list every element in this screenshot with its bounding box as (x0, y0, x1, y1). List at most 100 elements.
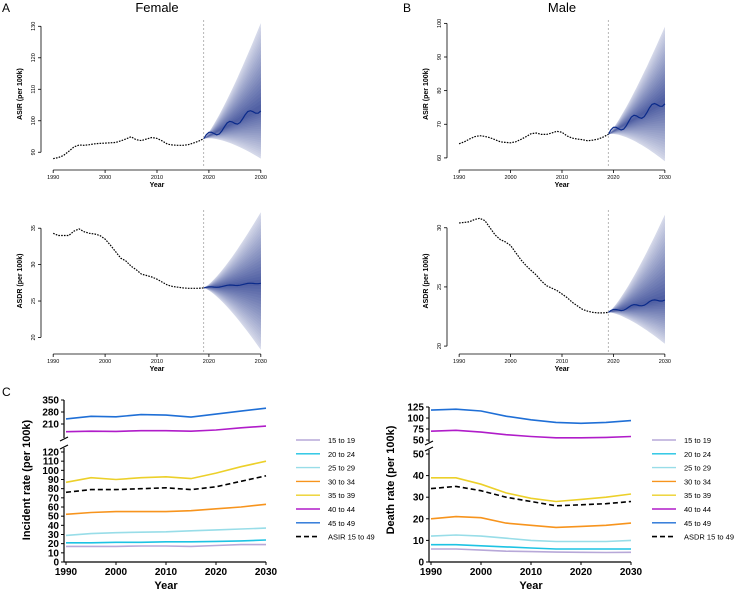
x-tick-label: 2010 (155, 567, 178, 578)
y-tick-label: 80 (48, 484, 60, 495)
y-tick-label: 50 (413, 450, 425, 461)
legend-label: 15 to 19 (328, 436, 355, 445)
y-tick-label: 100 (437, 19, 443, 28)
x-tick-label: 1990 (47, 175, 59, 181)
forecast-mean-line (607, 299, 666, 313)
observed-line (459, 217, 609, 314)
chart-male-age-death: 1990 2000 2010 2020 2030Year5075100125010203… (385, 403, 734, 593)
legend-label: 35 to 39 (684, 491, 711, 500)
legend-label: 25 to 29 (328, 464, 355, 473)
x-tick-label: 2000 (470, 567, 493, 578)
y-tick-label: 60 (437, 155, 443, 161)
y-tick-label: 10 (413, 536, 425, 547)
series-line-0 (66, 543, 266, 548)
y-tick-label: 110 (31, 85, 37, 94)
chart-female-asir: Female 1990 2000 2010 2020 2030 90 100 110 120 130… (17, 0, 267, 189)
panel-label-c: C (2, 385, 11, 399)
observed-line (52, 228, 204, 289)
chart-title: Female (135, 0, 178, 15)
y-tick-label: 120 (42, 448, 59, 459)
x-tick-label: 1990 (453, 175, 465, 181)
forecast-mean-line (607, 102, 666, 135)
chart-male-asdr: 1990 2000 2010 2020 2030 20 25 30 Year ASDR (per … (423, 210, 671, 373)
observed-line (53, 136, 204, 160)
y-tick-label: 110 (43, 457, 60, 468)
series-line-6 (65, 407, 267, 420)
legend-label: 35 to 39 (328, 491, 355, 500)
forecast-band (203, 279, 261, 288)
y-tick-label: 30 (31, 262, 37, 268)
legend-label: 45 to 49 (684, 519, 711, 528)
y-tick-label: 60 (48, 503, 60, 514)
forecast-mean-line (203, 282, 261, 289)
x-tick-label: 2030 (255, 567, 278, 578)
legend-label: 45 to 49 (328, 519, 355, 528)
x-tick-label: 2000 (99, 359, 111, 365)
x-tick-label: 2000 (504, 175, 516, 181)
y-tick-label: 30 (437, 225, 443, 231)
x-tick-label: 2030 (659, 359, 671, 365)
x-tick-label: 1990 (47, 359, 59, 365)
y-tick-label: 20 (437, 343, 443, 349)
series-line-0 (431, 548, 632, 554)
x-axis-label: Year (150, 182, 165, 189)
legend-label: 20 to 24 (684, 450, 711, 459)
legend-label: 40 to 44 (684, 505, 711, 514)
y-tick-label: 50 (413, 436, 425, 447)
x-tick-label: 2010 (151, 175, 163, 181)
y-tick-label: 50 (48, 512, 60, 523)
x-tick-label: 2030 (620, 567, 643, 578)
x-tick-label: 2020 (205, 567, 228, 578)
x-tick-label: 2010 (151, 359, 163, 365)
series-line-6 (430, 408, 632, 425)
x-tick-label: 2020 (607, 359, 619, 365)
y-tick-label: 30 (413, 493, 425, 504)
x-tick-label: 2000 (99, 175, 111, 181)
chart-female-age-incidence: 1990 2000 2010 2020 2030Year2102803500102030… (21, 396, 375, 593)
y-tick-label: 25 (31, 298, 37, 304)
y-axis-label: ASIR (per 100k) (423, 68, 430, 120)
panel-label-a: A (2, 1, 10, 15)
y-tick-label: 25 (437, 284, 443, 290)
axis-break-mark (59, 436, 69, 442)
series-line-7 (65, 475, 267, 494)
y-tick-label: 280 (42, 408, 59, 419)
chart-title: Male (548, 0, 576, 15)
x-tick-label: 2030 (255, 359, 267, 365)
y-tick-label: 70 (437, 121, 443, 127)
y-tick-label: 100 (31, 116, 37, 125)
y-tick-label: 0 (53, 558, 59, 569)
x-axis-label: Year (154, 580, 178, 592)
x-tick-label: 2000 (105, 567, 128, 578)
y-tick-label: 35 (31, 225, 37, 231)
y-axis-label: Death rate (per 100k) (385, 425, 397, 534)
x-axis-label: Year (150, 366, 165, 373)
y-axis-label: ASIR (per 100k) (17, 68, 24, 120)
observed-line (458, 130, 609, 145)
series-line-3 (65, 503, 267, 516)
x-axis-label: Year (555, 182, 570, 189)
y-tick-label: 30 (48, 530, 60, 541)
x-tick-label: 2020 (203, 175, 215, 181)
legend-label: 30 to 34 (328, 477, 355, 486)
y-tick-label: 90 (437, 54, 443, 60)
x-tick-label: 2010 (556, 175, 568, 181)
y-tick-label: 120 (31, 53, 37, 62)
axis-break-mark (59, 444, 69, 450)
legend-label: 20 to 24 (328, 450, 355, 459)
y-tick-label: 10 (48, 548, 60, 559)
legend-label: ASDR 15 to 49 (684, 533, 734, 542)
y-tick-label: 20 (31, 334, 37, 340)
x-tick-label: 1990 (420, 567, 443, 578)
y-tick-label: 20 (48, 539, 60, 550)
legend-label: 15 to 19 (684, 436, 711, 445)
y-tick-label: 90 (31, 149, 37, 155)
y-tick-label: 100 (407, 414, 424, 425)
x-tick-label: 1990 (55, 567, 78, 578)
y-tick-label: 75 (413, 425, 425, 436)
series-line-5 (65, 425, 267, 433)
series-line-4 (65, 460, 267, 484)
axis-break-mark (424, 446, 434, 452)
